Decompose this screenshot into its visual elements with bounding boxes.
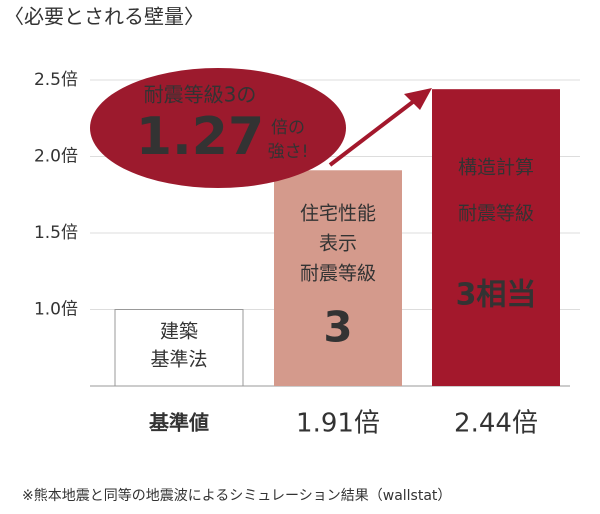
bar-text: 表示 <box>319 233 357 255</box>
bar <box>114 309 244 387</box>
value-label: 基準値 <box>149 411 209 435</box>
y-tick-label: 2.0倍 <box>34 147 78 167</box>
arrow-line <box>328 96 420 167</box>
bar-text: 耐震等級 <box>458 203 534 225</box>
callout-text: 強さ! <box>268 142 309 162</box>
footnote: ※熊本地震と同等の地震波によるシミュレーション結果（wallstat） <box>22 487 451 504</box>
bar <box>274 170 402 386</box>
arrow-head <box>404 88 432 110</box>
bar-text: 住宅性能 <box>300 203 376 225</box>
bar <box>432 89 560 387</box>
bar-text: 基準法 <box>150 349 207 371</box>
value-label: 2.44倍 <box>454 409 538 439</box>
bar-text: 3相当 <box>456 278 537 313</box>
bar-text: 耐震等級 <box>300 263 376 285</box>
y-tick-label: 1.5倍 <box>34 223 78 243</box>
callout-number: 1.27 <box>136 107 264 167</box>
callout-text: 耐震等級3の <box>144 83 257 107</box>
value-label: 1.91倍 <box>296 409 380 439</box>
callout-bubble <box>90 68 346 188</box>
chart-title: 〈必要とされる壁量〉 <box>4 5 204 29</box>
bar-text: 建築 <box>160 321 198 343</box>
callout-text: 倍の <box>271 118 305 138</box>
y-tick-label: 1.0倍 <box>34 300 78 320</box>
bar-text: 構造計算 <box>458 157 534 179</box>
bar-text: 3 <box>323 303 352 352</box>
y-tick-label: 2.5倍 <box>34 70 78 90</box>
